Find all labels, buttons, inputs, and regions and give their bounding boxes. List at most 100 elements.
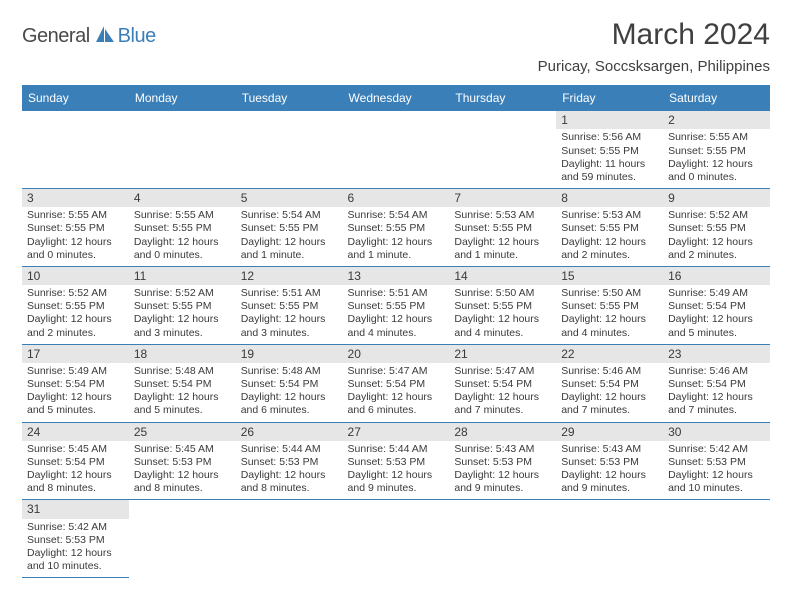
cell-body: Sunrise: 5:52 AMSunset: 5:55 PMDaylight:… [129,285,236,344]
calendar-row: 31Sunrise: 5:42 AMSunset: 5:53 PMDayligh… [22,500,770,578]
calendar-cell: .. [236,111,343,188]
cell-body: Sunrise: 5:52 AMSunset: 5:55 PMDaylight:… [663,207,770,266]
cell-body: Sunrise: 5:50 AMSunset: 5:55 PMDaylight:… [449,285,556,344]
calendar-cell: 22Sunrise: 5:46 AMSunset: 5:54 PMDayligh… [556,344,663,422]
logo-text-general: General [22,25,90,48]
calendar-cell: 27Sunrise: 5:44 AMSunset: 5:53 PMDayligh… [343,422,450,500]
day-number: 20 [343,345,450,363]
cell-body: Sunrise: 5:46 AMSunset: 5:54 PMDaylight:… [663,363,770,422]
calendar-cell: .. [236,500,343,578]
day-number: 30 [663,423,770,441]
dayname-friday: Friday [556,85,663,111]
day-number: 7 [449,189,556,207]
calendar-cell: 26Sunrise: 5:44 AMSunset: 5:53 PMDayligh… [236,422,343,500]
calendar-cell: 17Sunrise: 5:49 AMSunset: 5:54 PMDayligh… [22,344,129,422]
header: General Blue March 2024 Puricay, Soccsks… [22,18,770,75]
cell-body: Sunrise: 5:54 AMSunset: 5:55 PMDaylight:… [236,207,343,266]
calendar-cell: .. [449,500,556,578]
cell-body: Sunrise: 5:55 AMSunset: 5:55 PMDaylight:… [663,129,770,188]
calendar-cell: 14Sunrise: 5:50 AMSunset: 5:55 PMDayligh… [449,266,556,344]
calendar-cell: 13Sunrise: 5:51 AMSunset: 5:55 PMDayligh… [343,266,450,344]
calendar-cell: 25Sunrise: 5:45 AMSunset: 5:53 PMDayligh… [129,422,236,500]
calendar-body: ..........1Sunrise: 5:56 AMSunset: 5:55 … [22,111,770,578]
cell-body: Sunrise: 5:43 AMSunset: 5:53 PMDaylight:… [556,441,663,500]
calendar-cell: 1Sunrise: 5:56 AMSunset: 5:55 PMDaylight… [556,111,663,188]
day-number: 19 [236,345,343,363]
calendar-cell: .. [22,111,129,188]
calendar-cell: 11Sunrise: 5:52 AMSunset: 5:55 PMDayligh… [129,266,236,344]
cell-body: Sunrise: 5:53 AMSunset: 5:55 PMDaylight:… [556,207,663,266]
cell-body: Sunrise: 5:44 AMSunset: 5:53 PMDaylight:… [343,441,450,500]
cell-body: Sunrise: 5:48 AMSunset: 5:54 PMDaylight:… [129,363,236,422]
calendar-cell: 21Sunrise: 5:47 AMSunset: 5:54 PMDayligh… [449,344,556,422]
calendar-cell: 5Sunrise: 5:54 AMSunset: 5:55 PMDaylight… [236,188,343,266]
day-number: 22 [556,345,663,363]
calendar-cell: 7Sunrise: 5:53 AMSunset: 5:55 PMDaylight… [449,188,556,266]
calendar-row: 3Sunrise: 5:55 AMSunset: 5:55 PMDaylight… [22,188,770,266]
cell-body: Sunrise: 5:54 AMSunset: 5:55 PMDaylight:… [343,207,450,266]
calendar-cell: 10Sunrise: 5:52 AMSunset: 5:55 PMDayligh… [22,266,129,344]
calendar-row: 24Sunrise: 5:45 AMSunset: 5:54 PMDayligh… [22,422,770,500]
day-number: 21 [449,345,556,363]
day-number: 26 [236,423,343,441]
day-number: 31 [22,500,129,518]
calendar-cell: 15Sunrise: 5:50 AMSunset: 5:55 PMDayligh… [556,266,663,344]
day-number: 15 [556,267,663,285]
day-number: 24 [22,423,129,441]
dayname-wednesday: Wednesday [343,85,450,111]
calendar-cell: 8Sunrise: 5:53 AMSunset: 5:55 PMDaylight… [556,188,663,266]
day-number: 28 [449,423,556,441]
cell-body: Sunrise: 5:48 AMSunset: 5:54 PMDaylight:… [236,363,343,422]
day-number: 27 [343,423,450,441]
calendar-cell: .. [343,111,450,188]
month-title: March 2024 [538,18,770,52]
title-block: March 2024 Puricay, Soccsksargen, Philip… [538,18,770,75]
cell-body: Sunrise: 5:45 AMSunset: 5:53 PMDaylight:… [129,441,236,500]
calendar-row: 17Sunrise: 5:49 AMSunset: 5:54 PMDayligh… [22,344,770,422]
cell-body: Sunrise: 5:49 AMSunset: 5:54 PMDaylight:… [663,285,770,344]
dayname-row: Sunday Monday Tuesday Wednesday Thursday… [22,85,770,111]
day-number: 6 [343,189,450,207]
dayname-tuesday: Tuesday [236,85,343,111]
logo: General Blue [22,24,156,49]
day-number: 9 [663,189,770,207]
calendar-cell: 2Sunrise: 5:55 AMSunset: 5:55 PMDaylight… [663,111,770,188]
day-number: 5 [236,189,343,207]
dayname-thursday: Thursday [449,85,556,111]
cell-body: Sunrise: 5:47 AMSunset: 5:54 PMDaylight:… [343,363,450,422]
dayname-saturday: Saturday [663,85,770,111]
day-number: 8 [556,189,663,207]
calendar-cell: 18Sunrise: 5:48 AMSunset: 5:54 PMDayligh… [129,344,236,422]
cell-body: Sunrise: 5:56 AMSunset: 5:55 PMDaylight:… [556,129,663,188]
cell-body: Sunrise: 5:42 AMSunset: 5:53 PMDaylight:… [22,519,129,578]
location: Puricay, Soccsksargen, Philippines [538,58,770,75]
calendar-cell: 4Sunrise: 5:55 AMSunset: 5:55 PMDaylight… [129,188,236,266]
dayname-sunday: Sunday [22,85,129,111]
day-number: 4 [129,189,236,207]
day-number: 23 [663,345,770,363]
day-number: 3 [22,189,129,207]
calendar-row: ..........1Sunrise: 5:56 AMSunset: 5:55 … [22,111,770,188]
calendar-cell: 28Sunrise: 5:43 AMSunset: 5:53 PMDayligh… [449,422,556,500]
day-number: 18 [129,345,236,363]
day-number: 13 [343,267,450,285]
cell-body: Sunrise: 5:44 AMSunset: 5:53 PMDaylight:… [236,441,343,500]
day-number: 16 [663,267,770,285]
calendar-row: 10Sunrise: 5:52 AMSunset: 5:55 PMDayligh… [22,266,770,344]
cell-body: Sunrise: 5:51 AMSunset: 5:55 PMDaylight:… [236,285,343,344]
day-number: 12 [236,267,343,285]
day-number: 11 [129,267,236,285]
day-number: 14 [449,267,556,285]
calendar-cell: 24Sunrise: 5:45 AMSunset: 5:54 PMDayligh… [22,422,129,500]
calendar-cell: .. [449,111,556,188]
cell-body: Sunrise: 5:47 AMSunset: 5:54 PMDaylight:… [449,363,556,422]
cell-body: Sunrise: 5:42 AMSunset: 5:53 PMDaylight:… [663,441,770,500]
calendar-cell: 16Sunrise: 5:49 AMSunset: 5:54 PMDayligh… [663,266,770,344]
cell-body: Sunrise: 5:52 AMSunset: 5:55 PMDaylight:… [22,285,129,344]
calendar-cell: 31Sunrise: 5:42 AMSunset: 5:53 PMDayligh… [22,500,129,578]
sail-icon [94,24,116,49]
calendar-cell: .. [129,111,236,188]
calendar-cell: .. [556,500,663,578]
cell-body: Sunrise: 5:49 AMSunset: 5:54 PMDaylight:… [22,363,129,422]
day-number: 10 [22,267,129,285]
